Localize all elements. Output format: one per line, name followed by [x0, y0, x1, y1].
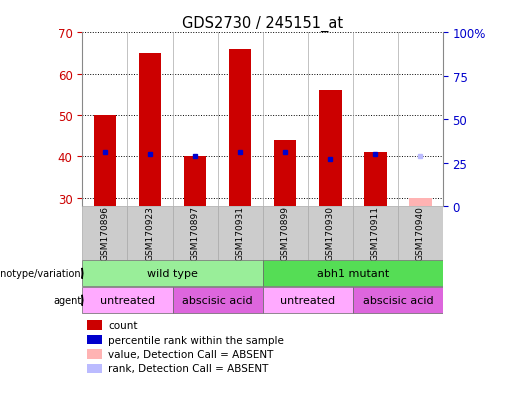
Bar: [128, 206, 173, 260]
Bar: [88, 320, 101, 330]
Bar: [319, 91, 341, 206]
Title: GDS2730 / 245151_at: GDS2730 / 245151_at: [182, 16, 343, 32]
Bar: [88, 349, 101, 359]
Bar: [274, 140, 297, 206]
Bar: [82, 287, 173, 313]
Text: value, Detection Call = ABSENT: value, Detection Call = ABSENT: [108, 349, 273, 359]
Text: untreated: untreated: [100, 295, 155, 306]
Text: abh1 mutant: abh1 mutant: [317, 268, 389, 279]
Polygon shape: [82, 268, 83, 279]
Text: abscisic acid: abscisic acid: [363, 295, 433, 306]
Bar: [263, 261, 443, 287]
Text: GSM170911: GSM170911: [371, 206, 380, 261]
Bar: [173, 287, 263, 313]
Bar: [82, 261, 263, 287]
Bar: [353, 287, 443, 313]
Text: wild type: wild type: [147, 268, 198, 279]
Text: abscisic acid: abscisic acid: [182, 295, 253, 306]
Bar: [307, 206, 353, 260]
Bar: [398, 206, 443, 260]
Bar: [364, 153, 387, 206]
Bar: [184, 157, 207, 206]
Text: GSM170940: GSM170940: [416, 206, 425, 261]
Bar: [229, 50, 251, 206]
Bar: [263, 206, 307, 260]
Text: GSM170896: GSM170896: [100, 206, 109, 261]
Polygon shape: [82, 295, 83, 306]
Text: GSM170899: GSM170899: [281, 206, 289, 261]
Bar: [409, 198, 432, 206]
Text: count: count: [108, 320, 138, 330]
Text: GSM170897: GSM170897: [191, 206, 199, 261]
Bar: [217, 206, 263, 260]
Bar: [88, 335, 101, 344]
Bar: [173, 206, 217, 260]
Bar: [353, 206, 398, 260]
Text: percentile rank within the sample: percentile rank within the sample: [108, 335, 284, 345]
Bar: [139, 54, 161, 206]
Bar: [94, 116, 116, 206]
Text: GSM170931: GSM170931: [236, 206, 245, 261]
Text: agent: agent: [53, 295, 81, 306]
Bar: [82, 206, 128, 260]
Text: GSM170923: GSM170923: [146, 206, 154, 261]
Bar: [88, 364, 101, 373]
Bar: [263, 287, 353, 313]
Text: untreated: untreated: [280, 295, 335, 306]
Text: rank, Detection Call = ABSENT: rank, Detection Call = ABSENT: [108, 363, 269, 374]
Text: genotype/variation: genotype/variation: [0, 268, 81, 279]
Text: GSM170930: GSM170930: [326, 206, 335, 261]
